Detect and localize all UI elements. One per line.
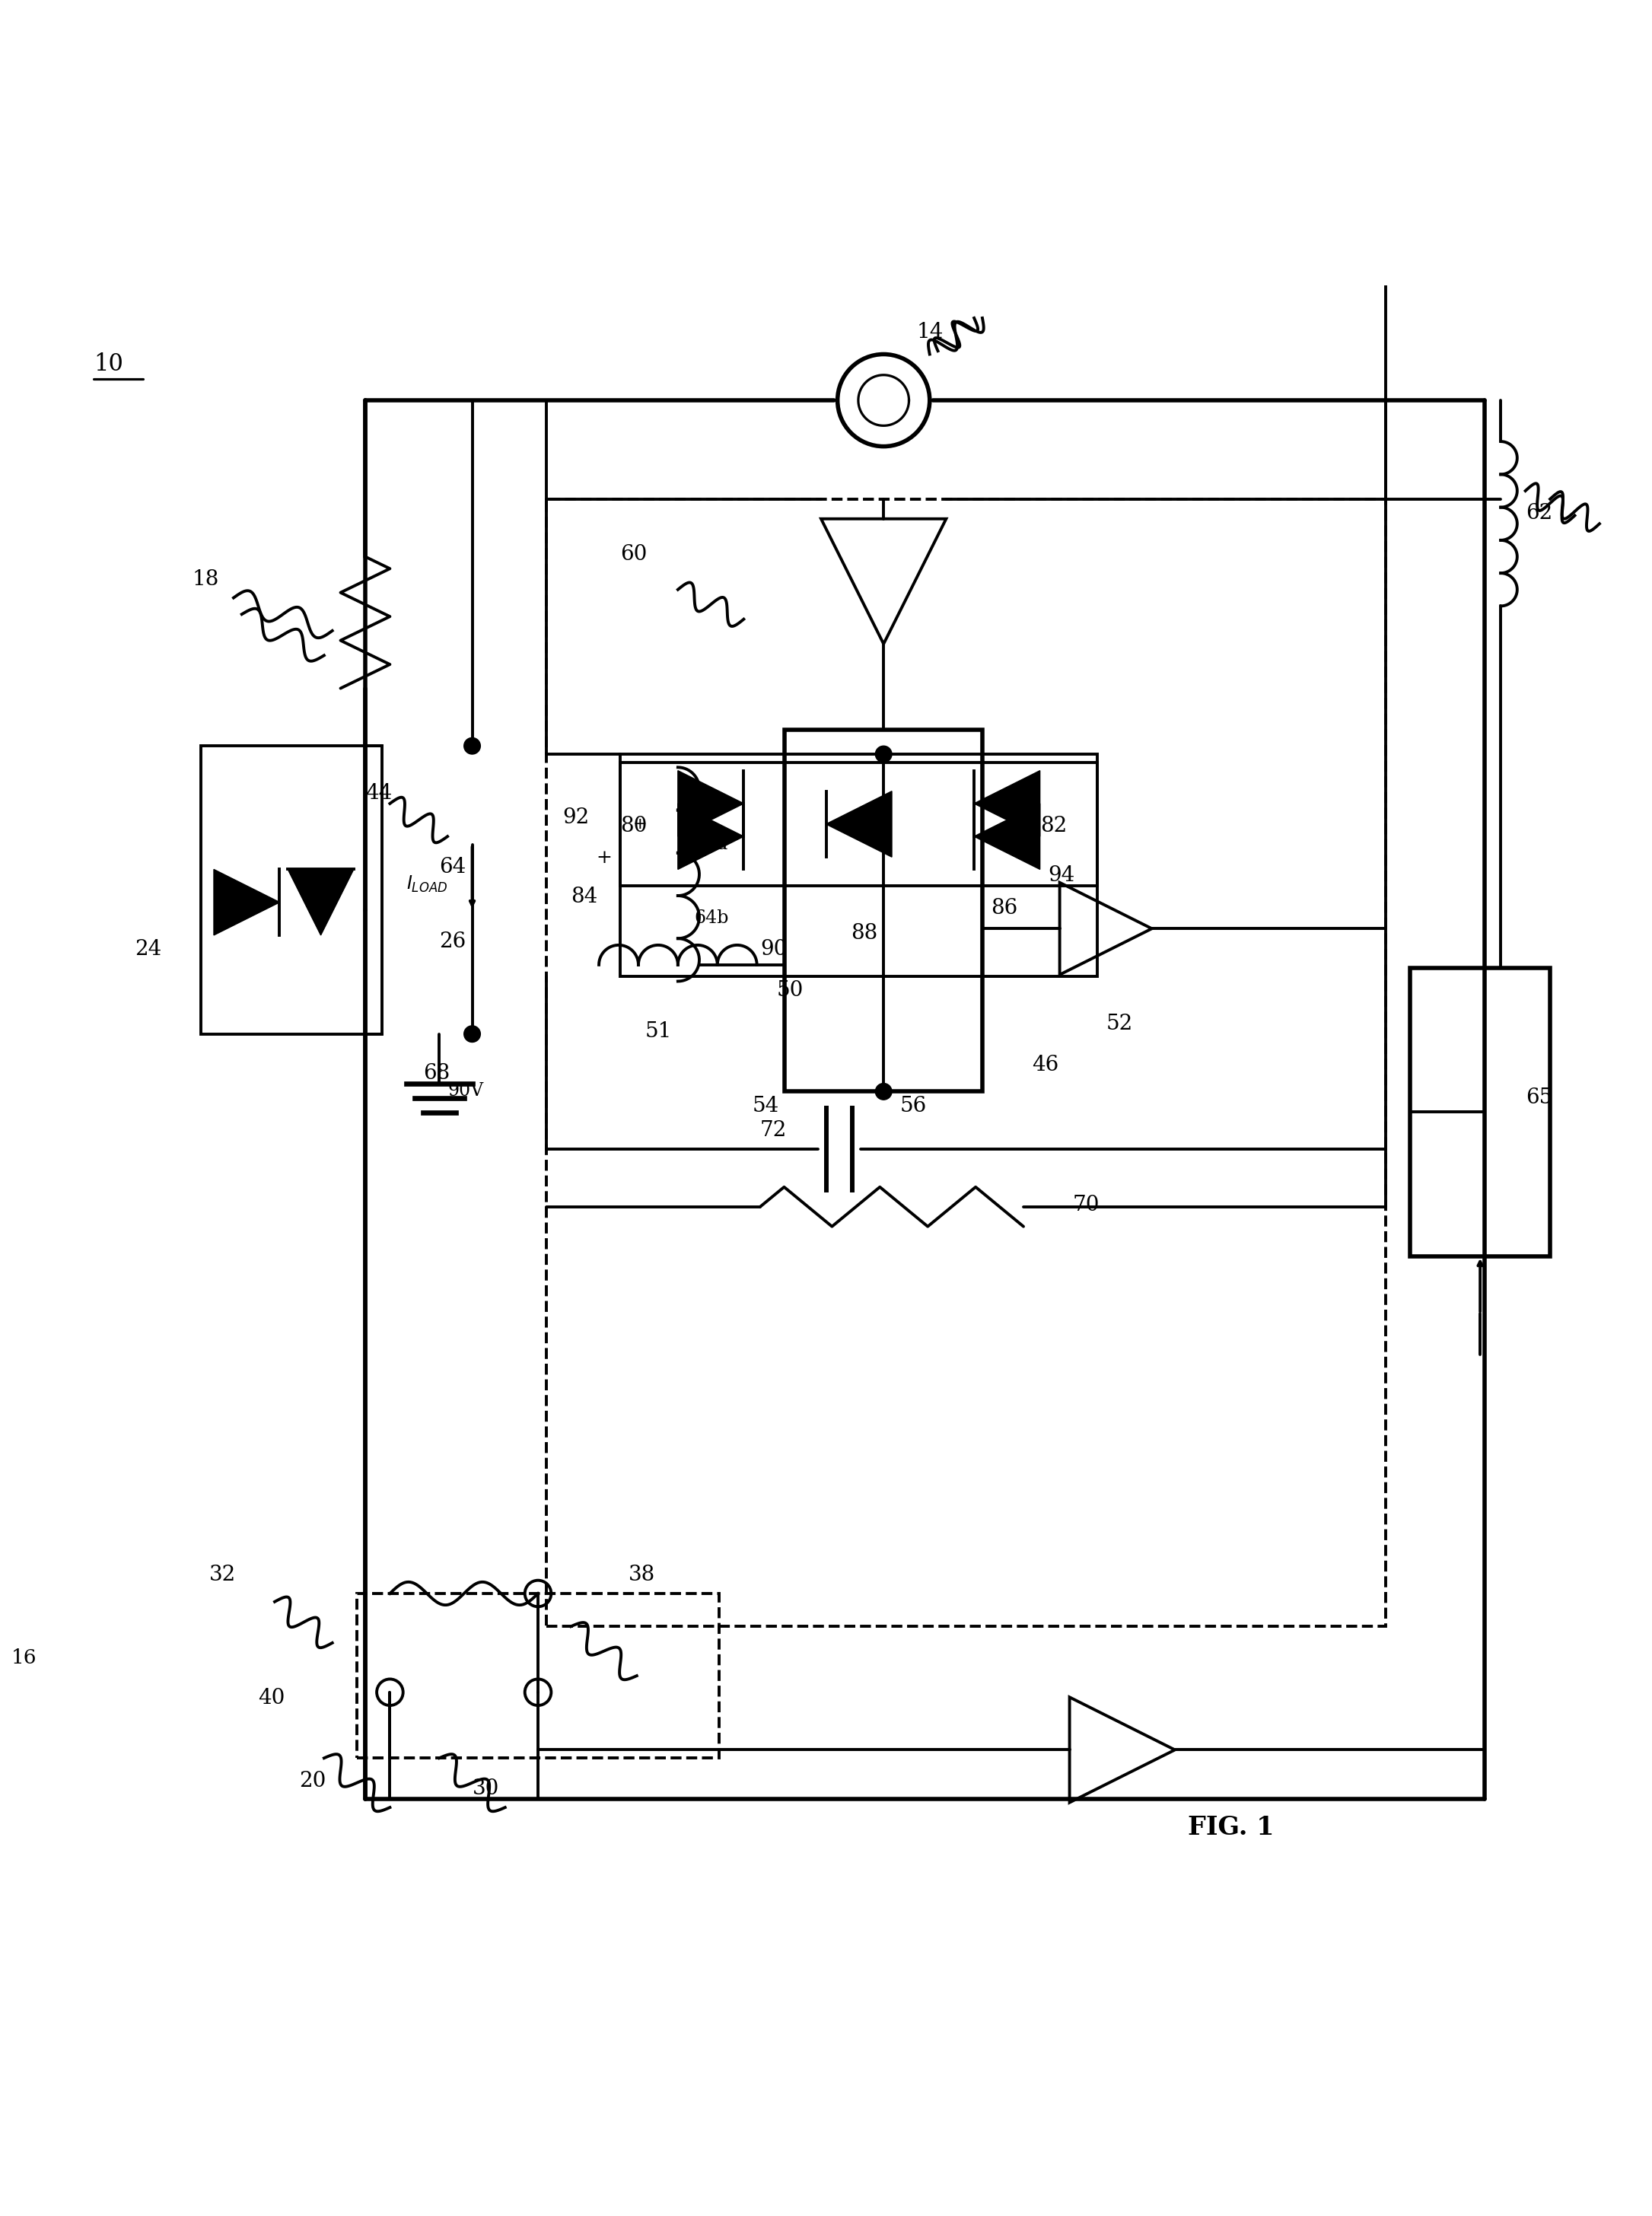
Text: 92: 92 <box>563 807 590 829</box>
Text: 30: 30 <box>472 1779 499 1799</box>
Text: 62: 62 <box>1525 503 1553 523</box>
Text: 84: 84 <box>572 886 598 906</box>
Text: 51: 51 <box>644 1022 672 1042</box>
Text: 65: 65 <box>1525 1088 1553 1108</box>
Bar <box>620 762 1097 886</box>
Text: 10: 10 <box>94 352 124 377</box>
Text: +: + <box>633 815 648 831</box>
Bar <box>547 499 1386 1627</box>
Text: +: + <box>596 849 611 866</box>
Text: 14: 14 <box>917 321 943 343</box>
Text: $I_{LOAD}$: $I_{LOAD}$ <box>406 873 448 893</box>
Text: 70: 70 <box>1072 1194 1100 1214</box>
Text: 68: 68 <box>423 1064 449 1084</box>
Text: 18: 18 <box>192 570 220 589</box>
Text: 16: 16 <box>12 1649 36 1669</box>
Circle shape <box>838 355 930 445</box>
Polygon shape <box>213 869 279 935</box>
Text: 44: 44 <box>365 782 392 804</box>
Text: 88: 88 <box>851 922 877 944</box>
Circle shape <box>464 738 481 753</box>
Bar <box>200 747 382 1035</box>
Text: 64a: 64a <box>694 835 729 853</box>
Text: FIG. 1: FIG. 1 <box>1188 1815 1274 1839</box>
Text: 50: 50 <box>776 979 803 1002</box>
Text: 86: 86 <box>991 897 1018 920</box>
Text: 52: 52 <box>1105 1013 1133 1035</box>
Text: 90V: 90V <box>448 1081 484 1099</box>
Text: 94: 94 <box>1047 864 1075 886</box>
Circle shape <box>876 747 892 762</box>
Polygon shape <box>677 804 743 869</box>
Polygon shape <box>826 791 892 858</box>
Text: 46: 46 <box>1032 1055 1059 1075</box>
Text: 82: 82 <box>1041 815 1067 835</box>
Text: 40: 40 <box>258 1689 286 1709</box>
Polygon shape <box>975 771 1041 835</box>
Polygon shape <box>677 771 743 835</box>
Text: 80: 80 <box>620 815 648 835</box>
Bar <box>620 753 1097 977</box>
Text: 38: 38 <box>628 1564 656 1584</box>
Text: 24: 24 <box>135 940 162 960</box>
Circle shape <box>876 1084 892 1099</box>
Text: 54: 54 <box>752 1095 778 1117</box>
Text: 26: 26 <box>439 931 466 951</box>
Circle shape <box>464 1026 481 1042</box>
Polygon shape <box>975 804 1041 869</box>
Bar <box>785 729 983 1092</box>
Text: 32: 32 <box>208 1564 236 1584</box>
Text: 20: 20 <box>299 1771 327 1791</box>
Text: 90: 90 <box>760 940 786 960</box>
Text: 56: 56 <box>900 1095 927 1117</box>
Bar <box>357 1593 719 1757</box>
Text: 72: 72 <box>760 1121 786 1141</box>
Text: 60: 60 <box>620 545 648 565</box>
Bar <box>1411 968 1550 1256</box>
Polygon shape <box>287 869 354 935</box>
Text: 64: 64 <box>439 858 466 878</box>
Text: 64b: 64b <box>694 909 729 926</box>
